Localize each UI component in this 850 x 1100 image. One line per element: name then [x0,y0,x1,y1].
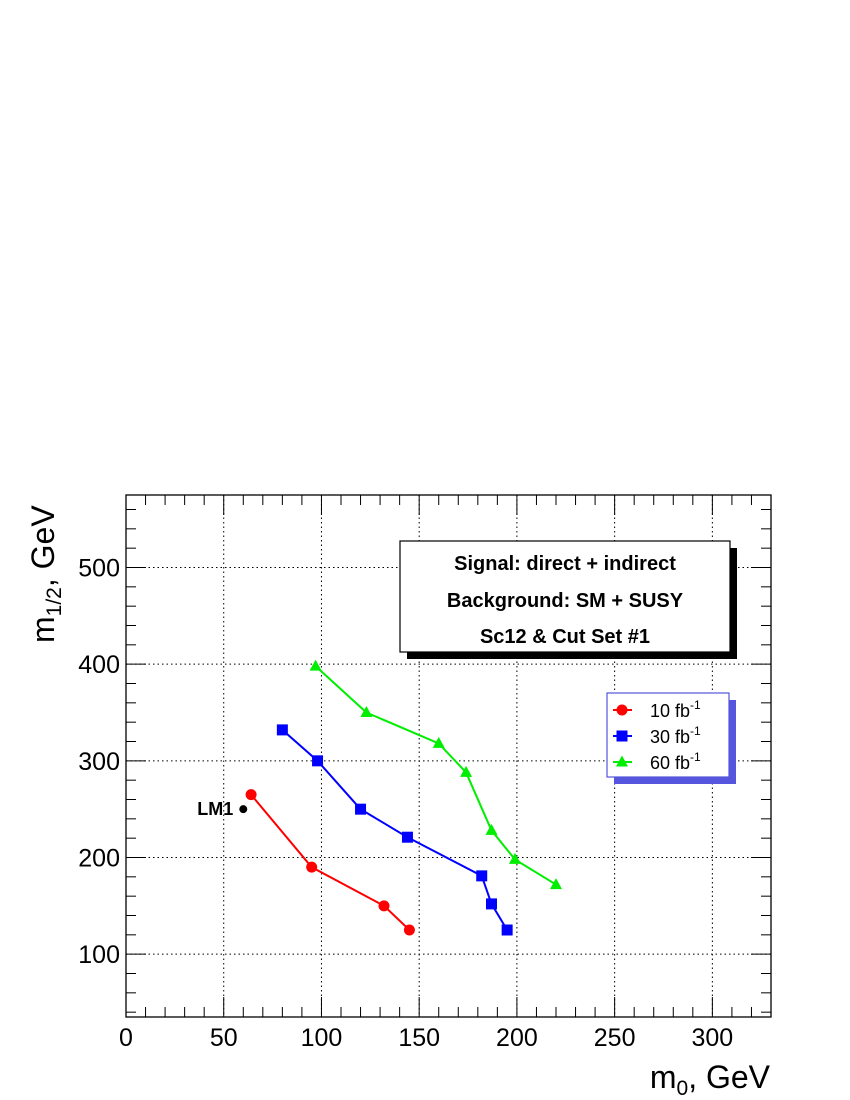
legend-marker [616,755,628,767]
annotation-label: LM1 [197,799,233,819]
data-point [501,924,513,936]
info-box: Signal: direct + indirect Background: SM… [399,540,737,659]
legend-label: 10 fb-1 [650,698,701,721]
info-line-1: Signal: direct + indirect [454,553,676,575]
data-point [460,765,473,777]
data-point [360,706,373,717]
plot-frame [125,494,772,1018]
data-point [403,924,415,936]
data-point [309,659,322,671]
info-line-2: Background: SM + SUSY [447,590,684,612]
y-tick-labels: 100 200 300 400 500 [78,555,120,970]
x-axis-title: m0, GeV [650,1059,771,1100]
data-series [245,659,562,936]
legend-marker [616,730,628,742]
data-point [312,755,324,767]
data-point [486,898,497,910]
data-point [355,803,367,815]
y-tick-label: 300 [78,748,120,776]
series-2 [276,724,513,936]
data-point [432,736,445,748]
x-tick-label: 50 [210,1024,238,1052]
y-tick-label: 100 [78,941,120,969]
series-1 [245,789,415,936]
y-tick-label: 200 [78,845,120,873]
info-line-3: Sc12 & Cut Set #1 [480,626,650,648]
annotations: LM1 [197,799,248,819]
legend-marker [616,704,628,716]
legend-entry: 60 fb-1 [613,750,701,773]
x-tick-label: 300 [692,1024,734,1052]
x-tick-label: 150 [398,1024,440,1052]
data-point [550,878,562,890]
series-line [250,794,411,931]
x-tick-label: 0 [119,1024,133,1052]
series-3 [309,659,562,890]
legend-label: 60 fb-1 [650,750,701,773]
legend-entry: 30 fb-1 [613,724,701,747]
annotation-point [239,805,248,814]
data-point [245,789,257,801]
legend: 10 fb-1 30 fb-1 60 fb-1 [606,692,736,784]
legend-entry: 10 fb-1 [613,698,701,721]
data-point [276,724,288,736]
data-point [508,852,521,864]
x-tick-label: 200 [496,1024,538,1052]
data-point [378,900,390,912]
data-point [485,823,498,835]
data-point [401,831,413,843]
data-point [476,870,488,882]
x-tick-label: 250 [594,1024,636,1052]
y-tick-label: 400 [78,651,120,679]
y-axis-title: m1/2, GeV [25,505,66,643]
data-point [306,861,318,873]
legend-label: 30 fb-1 [650,724,701,747]
x-tick-labels: 0 50 100 150 200 250 300 [119,1024,733,1052]
x-tick-label: 100 [301,1024,343,1052]
y-tick-label: 500 [78,555,120,583]
